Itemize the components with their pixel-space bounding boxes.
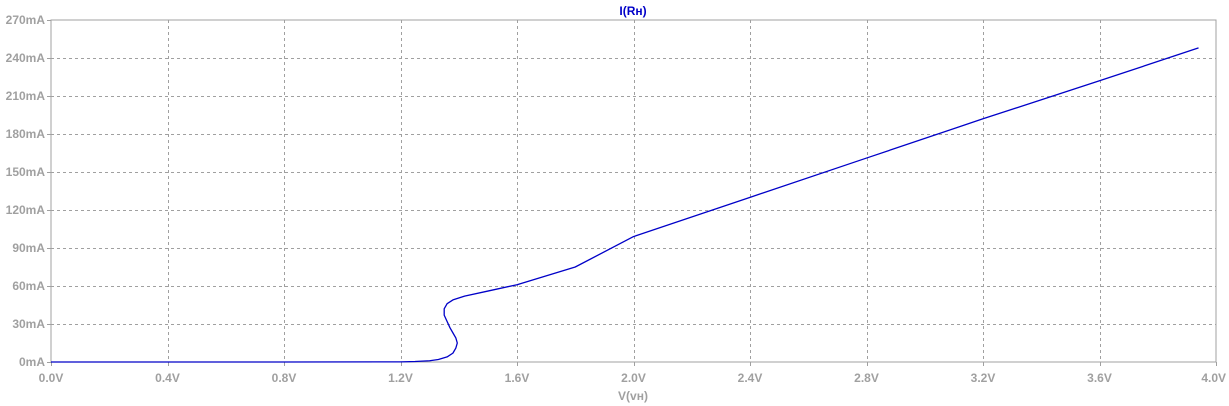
y-tick-label: 270mA <box>6 13 46 27</box>
x-tick-label: 0.0V <box>39 371 64 385</box>
y-tick-label: 0mA <box>19 355 45 369</box>
y-tick-label: 240mA <box>6 51 46 65</box>
x-tick-label: 0.8V <box>272 371 297 385</box>
x-tick-label: 1.6V <box>505 371 530 385</box>
x-tick-label: 0.4V <box>155 371 180 385</box>
series-line[interactable] <box>51 47 1199 363</box>
x-tick-label: 2.8V <box>854 371 879 385</box>
x-tick-label: 1.2V <box>388 371 413 385</box>
trace-title[interactable]: I(Rн) <box>619 4 646 18</box>
trace-layer <box>51 47 1199 363</box>
x-tick-label: 2.0V <box>621 371 646 385</box>
y-tick-label: 60mA <box>12 279 45 293</box>
y-tick-label: 210mA <box>6 89 46 103</box>
y-tick-label: 180mA <box>6 127 46 141</box>
plot-frame <box>50 19 1217 363</box>
y-tick-label: 150mA <box>6 165 46 179</box>
x-tick-label: 3.2V <box>971 371 996 385</box>
y-tick-label: 90mA <box>12 241 45 255</box>
y-tick-label: 30mA <box>12 317 45 331</box>
x-tick-label: 2.4V <box>738 371 763 385</box>
x-tick-label: 4.0V <box>1201 371 1226 385</box>
x-tick-label: 3.6V <box>1087 371 1112 385</box>
grid-layer <box>51 20 1216 362</box>
y-tick-label: 120mA <box>6 203 46 217</box>
tick-layer: 0.0V 0.4V 0.8V 1.2V 1.6V 2.0V 2.4V 2.8V 3.2V 3.6V… <box>6 13 1226 385</box>
x-axis-title[interactable]: V(vн) <box>618 389 648 403</box>
